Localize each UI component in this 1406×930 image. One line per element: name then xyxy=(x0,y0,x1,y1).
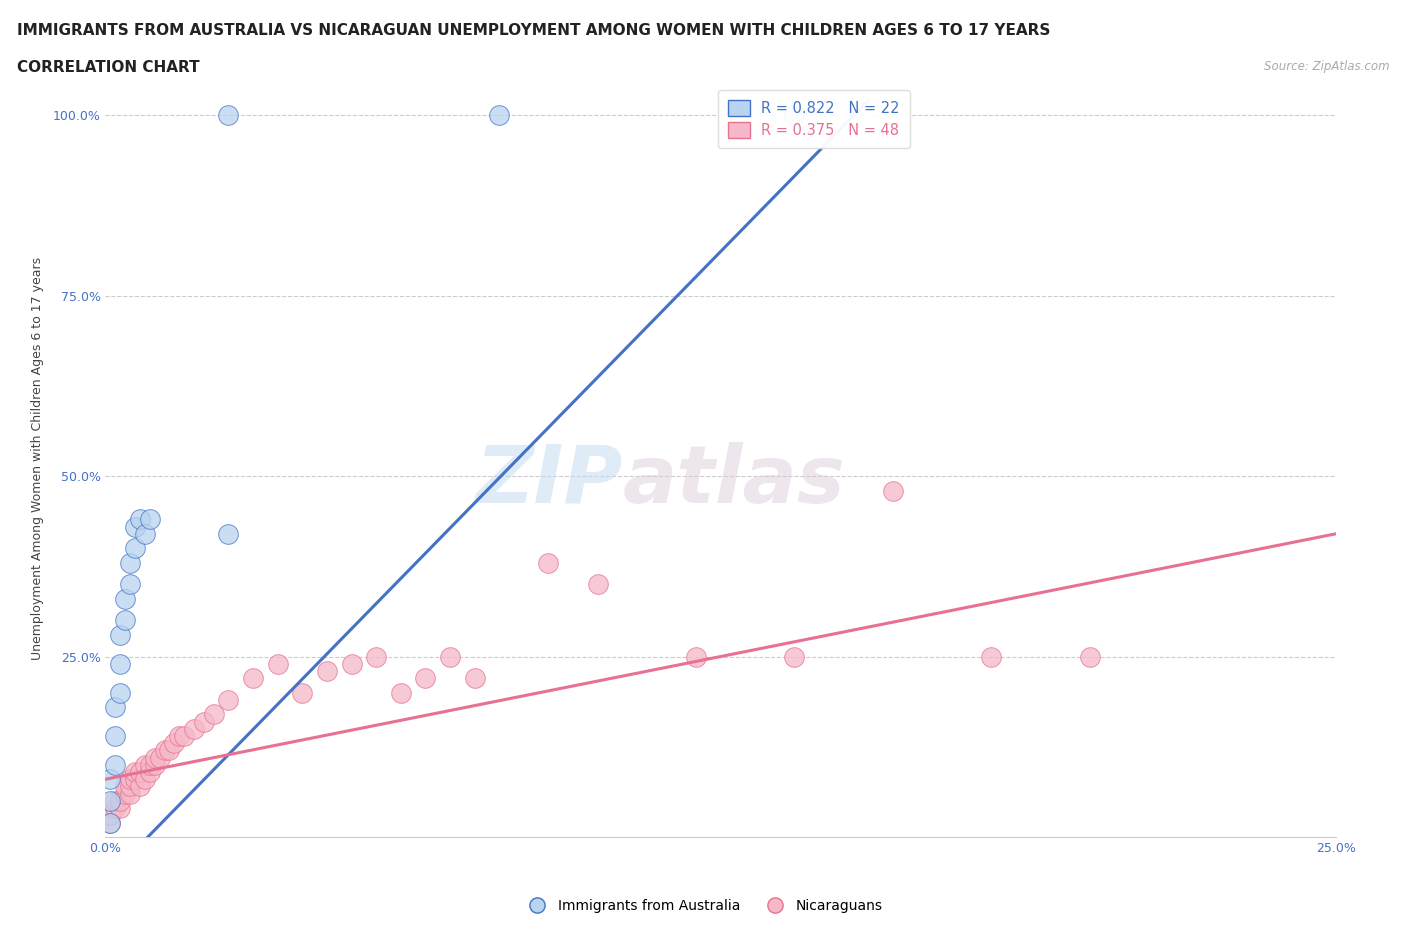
Point xyxy=(129,764,152,779)
Text: Source: ZipAtlas.com: Source: ZipAtlas.com xyxy=(1264,60,1389,73)
Point xyxy=(218,526,240,541)
Point xyxy=(537,555,560,570)
Text: atlas: atlas xyxy=(621,442,845,520)
Text: CORRELATION CHART: CORRELATION CHART xyxy=(17,60,200,75)
Point xyxy=(110,801,132,816)
Point xyxy=(110,657,132,671)
Point xyxy=(98,793,122,808)
Point xyxy=(120,577,141,591)
Point xyxy=(134,757,156,772)
Point xyxy=(120,772,141,787)
Point xyxy=(149,751,172,765)
Point xyxy=(143,751,166,765)
Point xyxy=(783,108,806,123)
Point xyxy=(586,577,609,591)
Point xyxy=(124,519,146,534)
Text: ZIP: ZIP xyxy=(475,442,621,520)
Point xyxy=(134,526,156,541)
Point xyxy=(173,728,195,743)
Point xyxy=(218,108,240,123)
Point xyxy=(183,722,205,737)
Point xyxy=(124,541,146,556)
Point xyxy=(104,728,127,743)
Point xyxy=(193,714,215,729)
Point xyxy=(366,649,388,664)
Point xyxy=(110,793,132,808)
Legend: R = 0.822   N = 22, R = 0.375   N = 48: R = 0.822 N = 22, R = 0.375 N = 48 xyxy=(717,90,910,148)
Point xyxy=(114,779,136,794)
Point xyxy=(464,671,486,685)
Point xyxy=(98,772,122,787)
Point xyxy=(98,815,122,830)
Point xyxy=(291,685,314,700)
Point xyxy=(153,743,176,758)
Point xyxy=(129,779,152,794)
Point xyxy=(143,757,166,772)
Point xyxy=(138,757,162,772)
Point xyxy=(488,108,510,123)
Legend: Immigrants from Australia, Nicaraguans: Immigrants from Australia, Nicaraguans xyxy=(517,894,889,919)
Point xyxy=(159,743,180,758)
Y-axis label: Unemployment Among Women with Children Ages 6 to 17 years: Unemployment Among Women with Children A… xyxy=(31,257,45,659)
Point xyxy=(114,613,136,628)
Point xyxy=(110,628,132,643)
Point xyxy=(340,657,363,671)
Point xyxy=(98,808,122,823)
Point xyxy=(242,671,264,685)
Point xyxy=(134,772,156,787)
Point xyxy=(129,512,152,526)
Point xyxy=(439,649,461,664)
Point xyxy=(882,483,904,498)
Point xyxy=(104,793,127,808)
Point xyxy=(110,685,132,700)
Point xyxy=(138,764,162,779)
Point xyxy=(120,779,141,794)
Point xyxy=(120,786,141,801)
Point xyxy=(980,649,1002,664)
Point xyxy=(104,699,127,714)
Point xyxy=(124,764,146,779)
Point xyxy=(315,663,337,678)
Point xyxy=(169,728,191,743)
Point xyxy=(114,786,136,801)
Point xyxy=(783,649,806,664)
Point xyxy=(685,649,707,664)
Point xyxy=(413,671,436,685)
Text: IMMIGRANTS FROM AUSTRALIA VS NICARAGUAN UNEMPLOYMENT AMONG WOMEN WITH CHILDREN A: IMMIGRANTS FROM AUSTRALIA VS NICARAGUAN … xyxy=(17,23,1050,38)
Point xyxy=(98,815,122,830)
Point xyxy=(1078,649,1101,664)
Point xyxy=(114,591,136,606)
Point xyxy=(104,801,127,816)
Point xyxy=(124,772,146,787)
Point xyxy=(267,657,290,671)
Point xyxy=(138,512,162,526)
Point xyxy=(120,555,141,570)
Point xyxy=(202,707,225,722)
Point xyxy=(163,736,186,751)
Point xyxy=(104,757,127,772)
Point xyxy=(218,693,240,708)
Point xyxy=(389,685,412,700)
